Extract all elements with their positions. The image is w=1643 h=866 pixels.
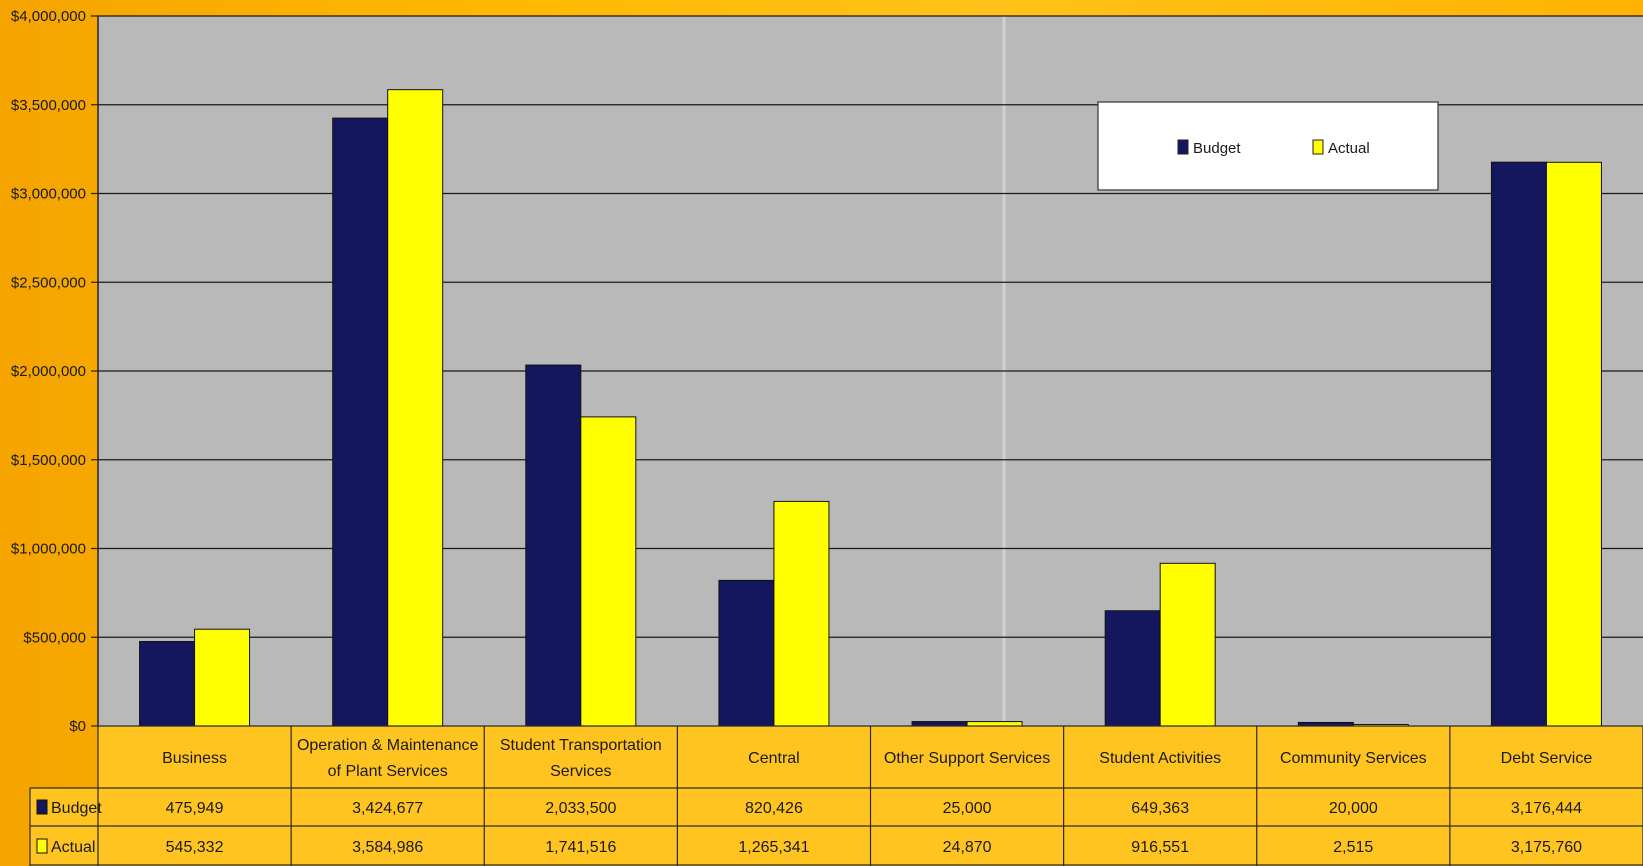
category-label: of Plant Services <box>328 763 448 780</box>
category-label: Other Support Services <box>884 750 1050 767</box>
table-cell-value: 3,424,677 <box>352 800 423 817</box>
y-tick-label: $0 <box>69 718 86 735</box>
legend-swatch-budget <box>1177 139 1189 155</box>
table-cell-value: 916,551 <box>1131 839 1189 856</box>
bar-actual <box>773 500 830 727</box>
y-tick-label: $3,000,000 <box>11 186 86 203</box>
table-cell-value: 25,000 <box>943 800 992 817</box>
bar-budget <box>332 117 389 727</box>
y-tick-label: $1,000,000 <box>11 541 86 558</box>
category-label: Central <box>748 750 800 767</box>
category-label: Student Activities <box>1099 750 1221 767</box>
bar-budget <box>718 579 775 727</box>
category-label: Community Services <box>1280 750 1427 767</box>
bar-budget <box>1104 610 1161 727</box>
table-cell-value: 3,175,760 <box>1511 839 1582 856</box>
legend: Budget Actual <box>1097 101 1439 191</box>
table-cell-value: 3,584,986 <box>352 839 423 856</box>
bar-actual <box>966 721 1023 727</box>
table-cell-value: 475,949 <box>166 800 224 817</box>
bar-actual <box>580 416 637 727</box>
y-tick-label: $1,500,000 <box>11 452 86 469</box>
table-cell-value: 820,426 <box>745 800 803 817</box>
bar-budget <box>139 641 196 727</box>
y-tick-label: $500,000 <box>23 629 86 646</box>
y-tick-label: $3,500,000 <box>11 97 86 114</box>
table-cell-value: 20,000 <box>1329 800 1378 817</box>
legend-label-actual: Actual <box>1328 140 1370 157</box>
bar-actual <box>1545 161 1602 727</box>
legend-label-budget: Budget <box>1193 140 1241 157</box>
bar-budget <box>525 364 582 727</box>
table-key-budget <box>36 799 48 815</box>
bar-actual <box>194 628 251 727</box>
table-cell-value: 1,741,516 <box>545 839 616 856</box>
table-cell-value: 24,870 <box>943 839 992 856</box>
legend-box <box>1097 101 1439 191</box>
bar-budget <box>911 721 968 727</box>
y-tick-label: $2,000,000 <box>11 363 86 380</box>
table-cell-value: 2,515 <box>1333 839 1373 856</box>
bar-budget <box>1490 161 1547 727</box>
category-label: Student Transportation <box>500 737 662 754</box>
data-table: Business Operation & Maintenance of Plant … <box>29 725 1643 866</box>
category-label: Debt Service <box>1501 750 1593 767</box>
category-label: Operation & Maintenance <box>297 737 479 754</box>
bars <box>139 89 1602 727</box>
y-tick-label: $4,000,000 <box>11 8 86 25</box>
bar-actual <box>1159 562 1216 727</box>
table-series-label: Budget <box>51 800 102 817</box>
table-key-actual <box>36 838 48 854</box>
table-cell-value: 2,033,500 <box>545 800 616 817</box>
y-axis: $0 $500,000 $1,000,000 $1,500,000 $2,000,000… <box>11 8 99 735</box>
bar-actual <box>387 89 444 727</box>
table-cell-value: 1,265,341 <box>738 839 809 856</box>
table-series-label: Actual <box>51 839 95 856</box>
y-tick-label: $2,500,000 <box>11 274 86 291</box>
category-label: Services <box>550 763 611 780</box>
table-cell-value: 545,332 <box>166 839 224 856</box>
table-cell-value: 3,176,444 <box>1511 800 1582 817</box>
table-cell-value: 649,363 <box>1131 800 1189 817</box>
legend-swatch-actual <box>1312 139 1324 155</box>
category-label: Business <box>162 750 227 767</box>
